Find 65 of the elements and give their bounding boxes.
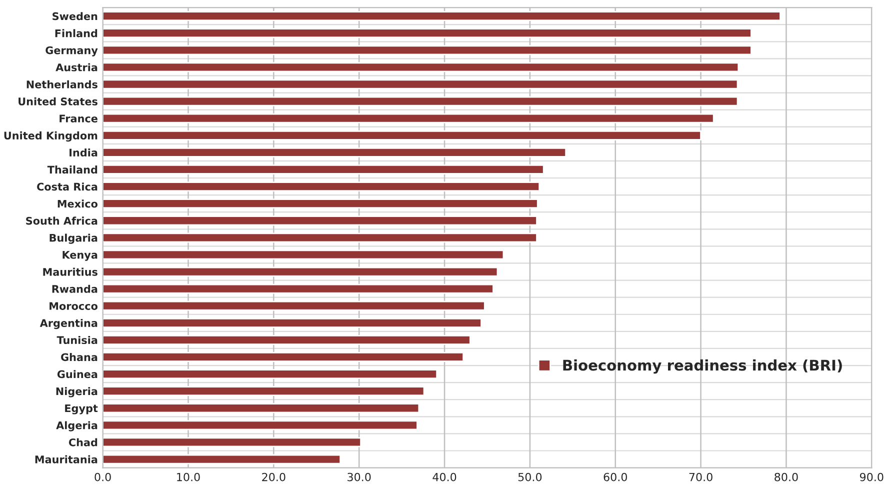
x-tick-label: 50.0 bbox=[518, 472, 542, 482]
y-tick-label: France bbox=[60, 114, 98, 122]
y-tick-label: Algeria bbox=[56, 421, 98, 432]
bar bbox=[102, 369, 438, 379]
bar bbox=[102, 216, 538, 226]
y-tick-label: Thailand bbox=[47, 166, 98, 174]
y-tick-label: Ghana bbox=[61, 353, 98, 362]
y-tick-label: Bulgaria bbox=[50, 234, 98, 244]
y-tick-label: United States bbox=[18, 97, 98, 106]
y-tick-label: Egypt bbox=[65, 404, 98, 414]
bar bbox=[102, 28, 752, 38]
y-tick-label: Finland bbox=[55, 29, 98, 38]
y-tick-label: Costa Rica bbox=[37, 182, 98, 191]
y-tick-label: Mauritania bbox=[35, 455, 98, 464]
bar bbox=[102, 318, 482, 328]
y-tick-label: Netherlands bbox=[26, 80, 98, 88]
y-tick-label: Argentina bbox=[40, 318, 98, 330]
bar bbox=[102, 300, 486, 311]
y-tick-label: Kenya bbox=[62, 251, 98, 261]
bar bbox=[102, 198, 538, 209]
bar bbox=[102, 11, 781, 22]
x-tick-label: 70.0 bbox=[689, 472, 712, 482]
x-tick-label: 60.0 bbox=[604, 472, 627, 482]
x-tick-label: 30.0 bbox=[348, 472, 371, 482]
x-tick-label: 40.0 bbox=[432, 472, 456, 482]
x-tick-label: 0.0 bbox=[94, 472, 111, 482]
bar bbox=[102, 164, 544, 174]
bar bbox=[102, 147, 567, 158]
x-tick-label: 90.0 bbox=[860, 472, 884, 482]
bar bbox=[102, 45, 752, 56]
y-tick-label: Guinea bbox=[57, 370, 98, 378]
bar bbox=[102, 386, 425, 396]
bar bbox=[102, 113, 714, 124]
y-tick-label: Nigeria bbox=[56, 387, 98, 398]
bar bbox=[102, 352, 464, 362]
y-tick-label: Mexico bbox=[58, 200, 98, 208]
y-tick-label: Austria bbox=[56, 63, 98, 72]
bar bbox=[102, 79, 738, 90]
bar bbox=[102, 96, 738, 106]
bar bbox=[102, 182, 540, 192]
bar bbox=[102, 130, 702, 140]
bar bbox=[102, 232, 538, 243]
bar bbox=[102, 250, 504, 260]
y-tick-label: India bbox=[70, 148, 98, 157]
y-tick-label: Morocco bbox=[50, 302, 98, 310]
y-tick-label: Germany bbox=[46, 46, 98, 56]
bar bbox=[102, 62, 740, 72]
x-tick-label: 80.0 bbox=[774, 472, 798, 482]
y-tick-label: Sweden bbox=[52, 12, 98, 20]
y-tick-label: United Kingdom bbox=[4, 131, 98, 142]
x-tick-label: 10.0 bbox=[177, 472, 200, 482]
y-tick-label: South Africa bbox=[26, 216, 98, 225]
bar bbox=[102, 284, 494, 294]
bar bbox=[102, 334, 471, 345]
y-tick-label: Rwanda bbox=[52, 284, 98, 293]
x-tick-label: 20.0 bbox=[262, 472, 286, 482]
bar bbox=[102, 454, 341, 464]
bar bbox=[102, 437, 362, 448]
bar bbox=[102, 420, 418, 430]
y-tick-label: Mauritius bbox=[43, 268, 98, 276]
bar bbox=[102, 403, 420, 414]
bar bbox=[102, 266, 498, 277]
legend-label: Bioeconomy readiness index (BRI) bbox=[563, 359, 842, 374]
y-tick-label: Chad bbox=[68, 438, 98, 446]
y-tick-label: Tunisia bbox=[56, 336, 98, 344]
